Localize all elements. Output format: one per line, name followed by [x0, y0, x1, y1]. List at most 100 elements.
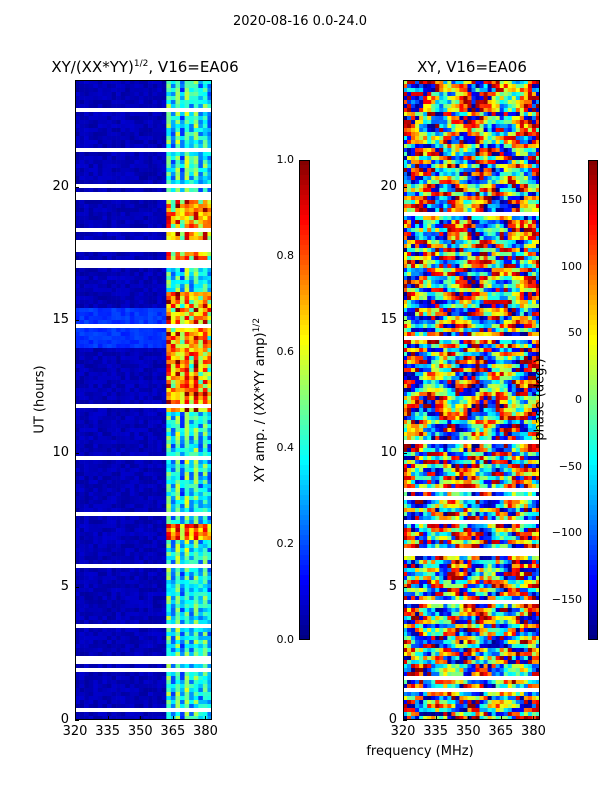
amp-cell	[193, 624, 199, 629]
amp-cell	[143, 712, 149, 717]
amp-cell	[138, 164, 144, 169]
amp-cell	[97, 348, 103, 353]
amp-cell	[202, 288, 208, 293]
amp-cell	[157, 168, 163, 173]
amp-cell	[189, 696, 195, 701]
amp-cell	[79, 340, 85, 345]
amp-cell	[125, 476, 131, 481]
amp-cell	[143, 308, 149, 313]
amp-cell	[166, 132, 172, 137]
amp-cell	[88, 212, 94, 217]
amp-cell	[84, 224, 89, 229]
amp-cell	[184, 248, 190, 253]
amp-cell	[138, 656, 144, 661]
amp-cell	[202, 104, 208, 109]
amp-cell	[134, 696, 140, 701]
amp-cell	[193, 460, 199, 465]
amp-cell	[75, 376, 80, 381]
amp-cell	[152, 596, 158, 601]
amp-cell	[84, 216, 89, 221]
amp-cell	[116, 608, 121, 613]
amp-cell	[193, 492, 199, 497]
amp-cell	[84, 712, 89, 717]
amp-cell	[198, 488, 204, 493]
amp-cell	[193, 340, 199, 345]
amp-cell	[193, 376, 199, 381]
amp-cell	[207, 636, 212, 641]
amp-cell	[134, 224, 140, 229]
amp-cell	[148, 428, 153, 433]
amp-cell	[157, 708, 163, 713]
amp-cell	[97, 244, 103, 249]
amp-cell	[97, 536, 103, 541]
amp-cell	[180, 188, 185, 193]
amp-cell	[116, 536, 121, 541]
amp-cell	[120, 136, 126, 141]
amp-cell	[120, 268, 126, 273]
amp-cell	[111, 380, 117, 385]
amp-cell	[93, 160, 99, 165]
phase-cell	[423, 80, 428, 85]
amp-cell	[111, 356, 117, 361]
amp-cell	[193, 544, 199, 549]
amp-cell	[106, 456, 112, 461]
amp-cell	[207, 220, 212, 225]
amp-cell	[170, 604, 176, 609]
amp-cell	[207, 492, 212, 497]
amp-cell	[180, 404, 185, 409]
amp-cell	[88, 672, 94, 677]
amp-cell	[184, 192, 190, 197]
amp-cell	[175, 504, 181, 509]
amp-cell	[138, 128, 144, 133]
amp-cell	[193, 612, 199, 617]
amp-cell	[120, 140, 126, 145]
amp-cell	[138, 476, 144, 481]
amp-cell	[175, 276, 181, 281]
amp-cell	[157, 576, 163, 581]
amp-cell	[138, 416, 144, 421]
amp-cell	[116, 660, 121, 665]
amp-cell	[111, 540, 117, 545]
amp-cell	[202, 412, 208, 417]
amp-cell	[84, 132, 89, 137]
amp-cell	[157, 512, 163, 517]
amp-cell	[93, 272, 99, 277]
amp-cell	[134, 144, 140, 149]
amp-cell	[148, 712, 153, 717]
amp-cell	[148, 364, 153, 369]
amp-cell	[148, 548, 153, 553]
amp-cell	[193, 200, 199, 205]
amp-cell	[161, 604, 167, 609]
amp-cell	[125, 248, 131, 253]
amp-cell	[106, 648, 112, 653]
amp-cell	[102, 552, 108, 557]
amp-cell	[161, 504, 167, 509]
amp-cell	[202, 320, 208, 325]
amp-cell	[116, 160, 121, 165]
amp-cell	[166, 180, 172, 185]
amp-cell	[175, 584, 181, 589]
amp-cell	[184, 292, 190, 297]
amp-cell	[184, 164, 190, 169]
amp-cell	[84, 104, 89, 109]
amp-cell	[161, 708, 167, 713]
amp-cell	[106, 576, 112, 581]
amp-cell	[207, 648, 212, 653]
amp-cell	[134, 472, 140, 477]
amp-cell	[166, 708, 172, 713]
amp-cell	[184, 604, 190, 609]
amp-cell	[111, 472, 117, 477]
amp-title-sup: 1/2	[133, 59, 149, 69]
amp-cell	[134, 456, 140, 461]
amp-cell	[84, 572, 89, 577]
amp-cell	[120, 660, 126, 665]
amp-cell	[102, 676, 108, 681]
amp-cell	[134, 80, 140, 85]
amp-cell	[180, 516, 185, 521]
amp-colorbar-segment	[299, 590, 310, 596]
amp-cell	[79, 384, 85, 389]
amp-cell	[202, 84, 208, 89]
amp-cell	[180, 484, 185, 489]
amp-cell	[202, 276, 208, 281]
amp-cell	[120, 588, 126, 593]
